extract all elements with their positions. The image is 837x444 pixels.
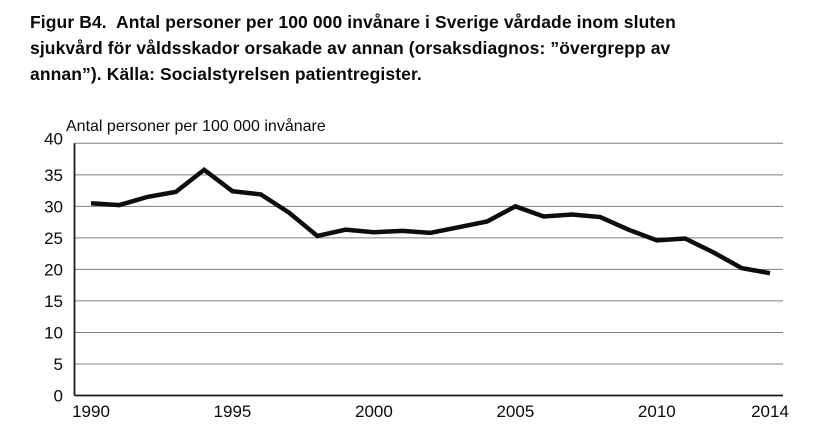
y-tick-label: 5 bbox=[54, 355, 63, 374]
x-tick-label: 2010 bbox=[638, 402, 676, 421]
axis-title: Antal personer per 100 000 invånare bbox=[66, 117, 326, 135]
figure-caption: Figur B4. Antal personer per 100 000 inv… bbox=[30, 9, 790, 87]
y-tick-label: 10 bbox=[44, 323, 63, 342]
caption-line: sjukvård för våldsskador orsakade av ann… bbox=[30, 38, 671, 58]
x-tick-label: 2000 bbox=[355, 402, 393, 421]
y-tick-label: 15 bbox=[44, 292, 63, 311]
y-tick-label: 35 bbox=[44, 166, 63, 185]
x-tick-label: 2014 bbox=[751, 402, 789, 421]
y-tick-label: 40 bbox=[44, 129, 63, 148]
y-tick-label: 0 bbox=[54, 387, 63, 406]
caption-line: Figur B4. Antal personer per 100 000 inv… bbox=[30, 12, 676, 32]
y-tick-label: 20 bbox=[44, 260, 63, 279]
x-tick-label: 1990 bbox=[72, 402, 110, 421]
caption-line: annan”). Källa: Socialstyrelsen patientr… bbox=[30, 64, 422, 84]
line-chart: 0 5 10 15 20 25 30 35 40 1990 1995 2000 2005 2010 2014… bbox=[44, 117, 789, 421]
y-tick-label: 25 bbox=[44, 229, 63, 248]
x-tick-label: 1995 bbox=[214, 402, 252, 421]
y-tick-label: 30 bbox=[44, 197, 63, 216]
data-line bbox=[90, 166, 771, 276]
x-tick-label: 2005 bbox=[496, 402, 534, 421]
